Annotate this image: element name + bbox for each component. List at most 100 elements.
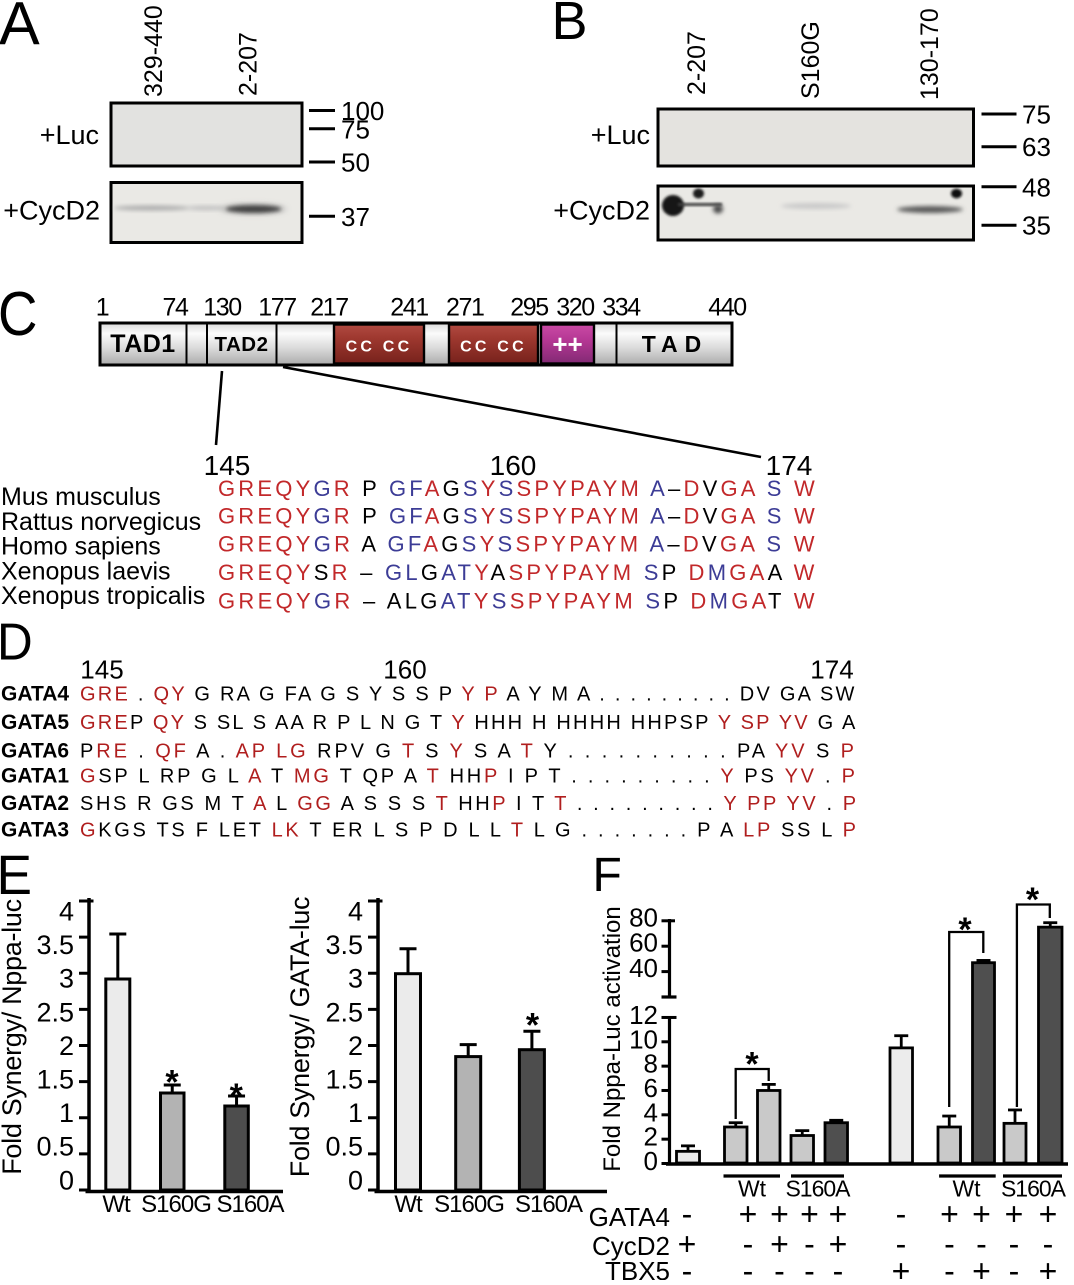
svg-text:145: 145 bbox=[80, 655, 123, 685]
svg-text:Wt: Wt bbox=[952, 1176, 981, 1202]
svg-text:CC CC: CC CC bbox=[346, 339, 413, 356]
svg-text:GREQYGR A GFAGSYSSPYPAYM A–DVG: GREQYGR A GFAGSYSSPYPAYM A–DVGA S W bbox=[218, 532, 818, 557]
svg-text:GREQYSR – GLGATYASPYPAYM SP DM: GREQYSR – GLGATYASPYPAYM SP DMGAA W bbox=[218, 560, 818, 585]
svg-text:GREP QY S SL S AA R P L N G T: GREP QY S SL S AA R P L N G T Y HHH H HH… bbox=[80, 712, 858, 734]
svg-text:75: 75 bbox=[341, 114, 370, 144]
svg-text:60: 60 bbox=[629, 928, 658, 958]
svg-text:+: + bbox=[678, 1226, 697, 1262]
svg-text:-: - bbox=[774, 1253, 785, 1280]
svg-text:S160A: S160A bbox=[216, 1191, 284, 1218]
svg-text:D: D bbox=[0, 614, 33, 672]
svg-text:+: + bbox=[829, 1226, 848, 1262]
svg-text:GATA3: GATA3 bbox=[1, 819, 69, 842]
svg-text:+: + bbox=[1039, 1196, 1058, 1232]
svg-text:GATA6: GATA6 bbox=[1, 740, 69, 763]
svg-text:Xenopus tropicalis: Xenopus tropicalis bbox=[1, 582, 205, 610]
svg-text:0: 0 bbox=[644, 1146, 658, 1176]
svg-text:295: 295 bbox=[510, 294, 548, 322]
svg-text:GATA1: GATA1 bbox=[1, 765, 69, 788]
svg-text:GRE . QY G RA G FA G S Y S S P: GRE . QY G RA G FA G S Y S S P Y P A Y M… bbox=[80, 684, 857, 706]
svg-text:100: 100 bbox=[341, 96, 384, 126]
svg-text:3.5: 3.5 bbox=[325, 930, 363, 960]
svg-text:1: 1 bbox=[348, 1098, 363, 1128]
svg-text:*: * bbox=[745, 1045, 759, 1083]
svg-text:Fold Synergy/ Nppa-luc: Fold Synergy/ Nppa-luc bbox=[0, 899, 27, 1175]
svg-text:3.5: 3.5 bbox=[36, 930, 74, 960]
svg-text:PRE . QF A . AP LG RPV G T S Y: PRE . QF A . AP LG RPV G T S Y S A T Y .… bbox=[80, 741, 857, 763]
svg-text:TBX5: TBX5 bbox=[605, 1256, 670, 1280]
svg-text:160: 160 bbox=[490, 450, 537, 481]
svg-text:GSP L RP G L A T MG T QP A T H: GSP L RP G L A T MG T QP A T HHP I P T .… bbox=[80, 766, 858, 788]
svg-text:174: 174 bbox=[810, 655, 853, 685]
svg-text:S160G: S160G bbox=[434, 1191, 504, 1218]
svg-text:++: ++ bbox=[552, 329, 582, 359]
svg-text:*: * bbox=[1026, 881, 1040, 919]
svg-text:-: - bbox=[804, 1253, 815, 1280]
svg-text:63: 63 bbox=[1022, 132, 1051, 162]
svg-text:*: * bbox=[526, 1007, 540, 1045]
svg-text:174: 174 bbox=[766, 450, 813, 481]
svg-text:GREQYGR P GFAGSYSSPYPAYM A–DVG: GREQYGR P GFAGSYSSPYPAYM A–DVGA S W bbox=[218, 476, 818, 501]
svg-text:+: + bbox=[829, 1196, 848, 1232]
svg-text:*: * bbox=[230, 1077, 244, 1115]
svg-text:A: A bbox=[0, 0, 40, 58]
svg-text:CC CC: CC CC bbox=[460, 339, 527, 356]
svg-text:75: 75 bbox=[1022, 100, 1051, 130]
svg-text:-: - bbox=[896, 1226, 907, 1262]
svg-text:4: 4 bbox=[644, 1097, 658, 1127]
svg-text:-: - bbox=[944, 1226, 955, 1262]
svg-text:2-207: 2-207 bbox=[235, 32, 263, 96]
svg-text:+CycD2: +CycD2 bbox=[3, 196, 100, 226]
svg-text:E: E bbox=[0, 843, 32, 906]
svg-text:-: - bbox=[804, 1226, 815, 1262]
svg-text:145: 145 bbox=[204, 450, 251, 481]
svg-text:C: C bbox=[0, 280, 38, 349]
svg-text:Homo sapiens: Homo sapiens bbox=[1, 533, 161, 561]
svg-text:S160A: S160A bbox=[515, 1191, 583, 1218]
svg-text:3: 3 bbox=[348, 964, 363, 994]
svg-text:+: + bbox=[770, 1226, 789, 1262]
svg-text:6: 6 bbox=[644, 1073, 658, 1103]
svg-text:GREQYGR P GFAGSYSSPYPAYM A–DVG: GREQYGR P GFAGSYSSPYPAYM A–DVGA S W bbox=[218, 504, 818, 529]
svg-text:334: 334 bbox=[602, 294, 641, 322]
svg-text:Fold Synergy/ GATA-luc: Fold Synergy/ GATA-luc bbox=[285, 897, 315, 1178]
svg-text:4: 4 bbox=[59, 897, 74, 927]
svg-text:3: 3 bbox=[59, 964, 74, 994]
svg-text:50: 50 bbox=[341, 148, 370, 178]
svg-text:0.5: 0.5 bbox=[325, 1132, 363, 1162]
svg-text:1: 1 bbox=[59, 1098, 74, 1128]
svg-text:+: + bbox=[739, 1196, 758, 1232]
svg-text:-: - bbox=[1009, 1226, 1020, 1262]
svg-text:-: - bbox=[743, 1226, 754, 1262]
svg-text:+: + bbox=[1005, 1196, 1024, 1232]
svg-text:-: - bbox=[1009, 1253, 1020, 1280]
svg-text:GATA5: GATA5 bbox=[1, 711, 69, 734]
svg-text:8: 8 bbox=[644, 1049, 658, 1079]
svg-text:Wt: Wt bbox=[102, 1191, 131, 1218]
svg-text:74: 74 bbox=[162, 294, 189, 322]
svg-text:+Luc: +Luc bbox=[40, 120, 99, 150]
svg-text:S160A: S160A bbox=[1001, 1176, 1067, 1202]
svg-text:0: 0 bbox=[348, 1165, 363, 1195]
svg-text:TAD1: TAD1 bbox=[110, 330, 175, 358]
svg-text:2-207: 2-207 bbox=[683, 31, 711, 95]
svg-text:177: 177 bbox=[258, 294, 296, 322]
svg-text:+: + bbox=[892, 1253, 911, 1280]
svg-text:4: 4 bbox=[348, 897, 363, 927]
svg-text:S160G: S160G bbox=[797, 21, 825, 99]
svg-text:*: * bbox=[165, 1064, 179, 1102]
svg-text:-: - bbox=[833, 1253, 844, 1280]
svg-text:40: 40 bbox=[629, 953, 658, 983]
svg-text:TAD: TAD bbox=[642, 331, 709, 357]
svg-text:12: 12 bbox=[629, 1000, 658, 1030]
svg-text:Wt: Wt bbox=[394, 1191, 423, 1218]
svg-text:-: - bbox=[944, 1253, 955, 1280]
svg-text:1: 1 bbox=[96, 294, 109, 322]
svg-text:+: + bbox=[800, 1196, 819, 1232]
svg-text:+: + bbox=[1039, 1253, 1058, 1280]
svg-text:+: + bbox=[972, 1253, 991, 1280]
svg-text:Wt: Wt bbox=[738, 1176, 767, 1202]
svg-text:35: 35 bbox=[1022, 211, 1051, 241]
svg-text:Xenopus laevis: Xenopus laevis bbox=[1, 557, 171, 585]
svg-text:S160A: S160A bbox=[785, 1176, 851, 1202]
